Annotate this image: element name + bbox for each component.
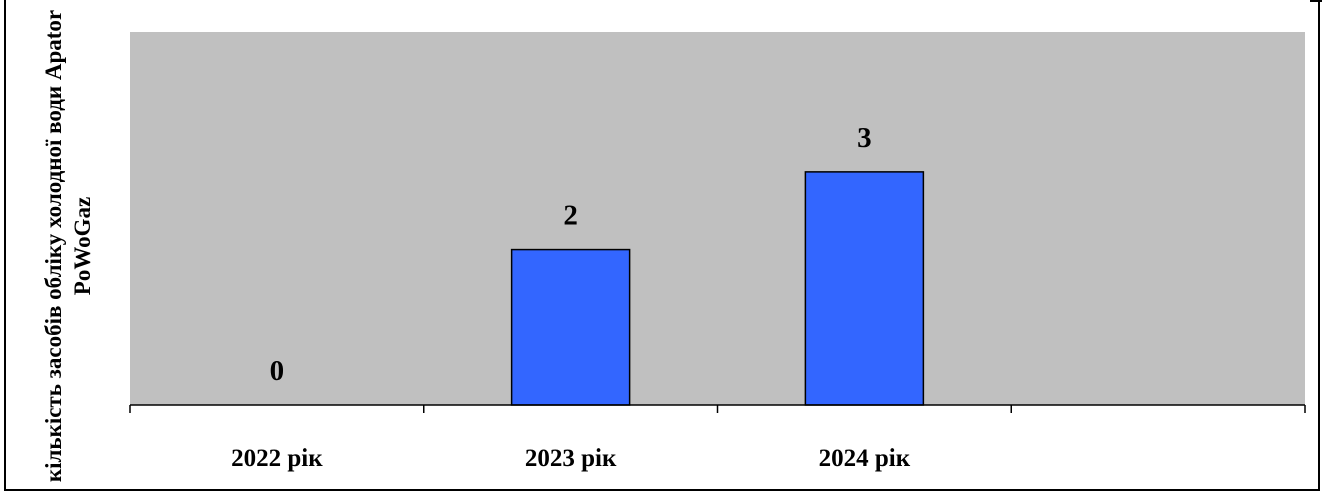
x-tick-label-0: 2022 рік [231,445,323,472]
x-tick-label-1: 2023 рік [525,445,617,472]
bar-1 [510,248,631,406]
plot-area [130,32,1305,405]
data-label-1: 2 [563,200,578,232]
bar-2 [804,171,925,406]
chart-frame [4,0,1320,491]
frame-corner-mark [1310,0,1322,2]
x-tick-label-2: 2024 рік [819,445,911,472]
data-label-2: 3 [857,122,872,154]
data-label-0: 0 [270,355,285,387]
